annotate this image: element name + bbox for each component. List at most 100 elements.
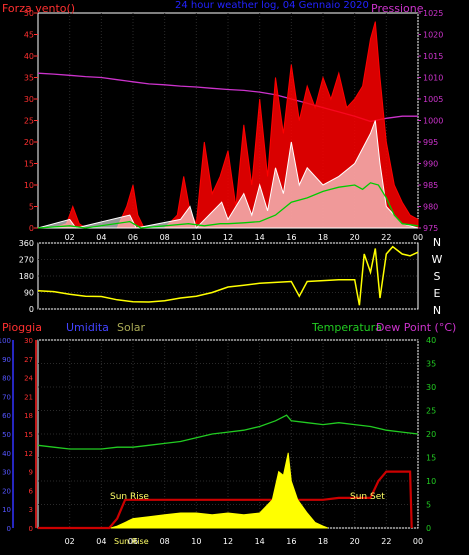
- pressure-y-tick: 975: [423, 224, 438, 233]
- humidity-y-tick: 10: [2, 506, 11, 514]
- rain-series-line: [38, 470, 413, 530]
- direction-y-axis-ticks: 0 90 180 270 360: [19, 239, 34, 314]
- wind-x-tick: 22: [381, 233, 391, 242]
- avg_wind-series-line: [37, 182, 419, 229]
- bottom-x-tick: 14: [255, 537, 265, 546]
- temperature-y-axis-ticks: 0 5 10 15 20 25 30 35 40: [426, 336, 436, 533]
- temperature-y-tick: 10: [426, 477, 436, 486]
- bottom-x-tick: 00: [413, 537, 423, 546]
- sunrise-annotation: Sun Rise: [110, 492, 149, 502]
- humidity-y-tick: 30: [2, 469, 11, 477]
- gust-series-area: [37, 120, 419, 229]
- bottom-x-tick: 08: [160, 537, 170, 546]
- bottom-x-tick: 02: [65, 537, 75, 546]
- humidity-y-axis-ticks: 0 10 20 30 40 50 60 70 80 90 100: [0, 337, 11, 533]
- humidity-y-tick: 90: [2, 356, 11, 364]
- wind-y-tick: 5: [29, 203, 34, 212]
- temperature-y-tick: 15: [426, 454, 436, 463]
- rain-axis-label: Pioggia: [2, 321, 42, 334]
- solar-axis-label: Solar: [117, 321, 146, 334]
- temperature-y-tick: 5: [426, 501, 431, 510]
- bottom-chart-series: [37, 414, 419, 530]
- wind-axis-label: Forza vento(): [2, 2, 75, 15]
- wind-y-tick: 50: [24, 9, 34, 18]
- bottom-x-tick: 06: [128, 537, 138, 546]
- rain-y-tick: 21: [24, 393, 33, 401]
- bottom-x-tick: 16: [286, 537, 296, 546]
- rain-y-tick: 30: [24, 337, 33, 345]
- humidity-y-tick: 20: [2, 487, 11, 495]
- wind-y-tick: 40: [24, 52, 34, 61]
- wind-x-tick: 20: [350, 233, 360, 242]
- rain-y-tick: 0: [29, 525, 33, 533]
- solar-series-area: [110, 452, 328, 529]
- wind-y-tick: 35: [24, 74, 34, 83]
- rain-y-tick: 3: [29, 506, 33, 514]
- pressure-y-tick: 1005: [423, 95, 443, 104]
- pressure-y-tick: 980: [423, 203, 438, 212]
- temperature-y-tick: 35: [426, 360, 436, 369]
- humidity-y-tick: 80: [2, 375, 11, 383]
- pressure-y-tick: 1000: [423, 117, 443, 126]
- temperature-y-tick: 25: [426, 407, 436, 416]
- wind-x-tick: 08: [160, 233, 170, 242]
- pressure-axis-label: Pressione: [371, 2, 424, 15]
- dewpoint-axis-label: Dew Point (°C): [376, 321, 456, 334]
- humidity-y-tick: 100: [0, 337, 11, 345]
- sunset-annotation: Sun Set: [350, 492, 385, 502]
- wind-x-tick: 16: [286, 233, 296, 242]
- wind-x-tick: 10: [191, 233, 201, 242]
- pressure-y-tick: 1020: [423, 31, 443, 40]
- rain-y-tick: 12: [24, 450, 33, 458]
- rain-y-tick: 15: [24, 431, 33, 439]
- wind-x-tick: 14: [255, 233, 265, 242]
- temperature-y-tick: 30: [426, 383, 436, 392]
- rain-y-tick: 27: [24, 356, 33, 364]
- compass-label: W: [432, 253, 443, 266]
- compass-label: S: [434, 270, 441, 283]
- bottom-x-tick: 22: [381, 537, 391, 546]
- pressure-y-tick: 1010: [423, 74, 443, 83]
- wind-y-tick: 15: [24, 160, 34, 169]
- humidity-axis-label: Umidita: [66, 321, 109, 334]
- wind-y-tick: 45: [24, 31, 34, 40]
- rain-temperature-chart: Pioggia Umidita Solar Temperatura Dew Po…: [0, 321, 456, 546]
- direction-y-tick: 270: [19, 256, 34, 265]
- direction-series-line: [37, 245, 419, 306]
- wind-y-tick: 25: [24, 117, 34, 126]
- humidity-y-tick: 60: [2, 412, 11, 420]
- wind-chart-series: [37, 21, 419, 229]
- bottom-x-tick: 20: [350, 537, 360, 546]
- direction-chart-grid: [38, 242, 418, 310]
- pressure-y-axis-ticks: 975 980 985 990 995 1000 1005 1010 1015 1020 1025: [418, 9, 443, 233]
- wind-y-tick: 20: [24, 138, 34, 147]
- rain-y-tick: 9: [29, 469, 33, 477]
- wind-pressure-chart: Forza vento() 24 hour weather log, 04 Ge…: [2, 0, 443, 242]
- bottom-x-tick: 18: [318, 537, 328, 546]
- wind-x-axis-ticks: 02 04 06 08 10 12 14 16 18 20 22 00: [65, 233, 424, 242]
- wind-x-tick: 18: [318, 233, 328, 242]
- bottom-x-tick: 12: [223, 537, 233, 546]
- bottom-x-axis-ticks: 02 04 06 08 10 12 14 16 18 20 22 00: [65, 537, 424, 546]
- wind-x-tick: 04: [96, 233, 106, 242]
- wind-y-tick: 10: [24, 181, 34, 190]
- chart-title: 24 hour weather log, 04 Gennaio 2020: [175, 0, 369, 11]
- compass-label: N: [433, 304, 441, 317]
- pressure-y-tick: 995: [423, 138, 438, 147]
- wind-y-axis-ticks: 0 5 10 15 20 25 30 35 40 45 50: [24, 9, 38, 233]
- wind-series-area: [38, 21, 419, 229]
- wind-x-tick: 02: [65, 233, 75, 242]
- wind-y-tick: 30: [24, 95, 34, 104]
- rain-y-tick: 18: [24, 412, 33, 420]
- humidity-y-tick: 0: [7, 525, 11, 533]
- sunrise-x-annotation: Sun Rise: [114, 537, 149, 546]
- direction-y-tick: 90: [24, 289, 34, 298]
- temperature-axis-label: Temperatura: [311, 321, 382, 334]
- bottom-x-tick: 04: [96, 537, 106, 546]
- humidity-y-tick: 50: [2, 431, 11, 439]
- pressure-y-tick: 1025: [423, 9, 443, 18]
- direction-y-tick: 360: [19, 239, 34, 248]
- compass-label: N: [433, 236, 441, 249]
